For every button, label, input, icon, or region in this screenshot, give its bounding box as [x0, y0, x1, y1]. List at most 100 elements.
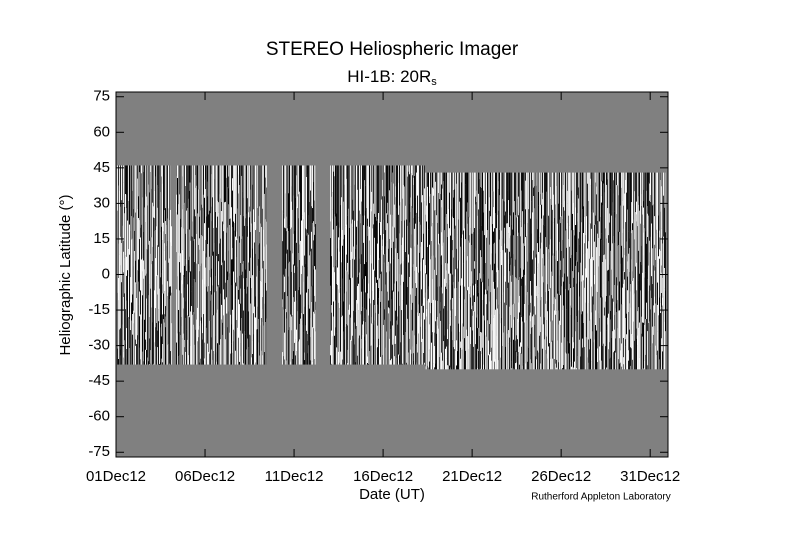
- texture-strip: [336, 165, 337, 214]
- texture-strip: [339, 251, 340, 293]
- texture-strip: [379, 258, 380, 279]
- texture-strip: [639, 273, 640, 323]
- texture-strip: [128, 165, 129, 202]
- texture-strip: [148, 165, 149, 185]
- texture-strip: [143, 165, 144, 172]
- texture-strip: [300, 294, 301, 319]
- texture-strip: [132, 334, 133, 365]
- texture-strip: [501, 230, 502, 246]
- texture-strip: [380, 301, 381, 309]
- texture-strip: [629, 303, 630, 330]
- texture-strip: [635, 172, 636, 213]
- texture-strip: [454, 349, 455, 370]
- texture-strip: [480, 331, 481, 352]
- texture-strip: [491, 314, 492, 348]
- texture-strip: [164, 322, 165, 365]
- texture-strip: [449, 228, 450, 281]
- texture-strip: [388, 261, 389, 301]
- texture-strip: [140, 314, 141, 360]
- texture-strip: [136, 298, 137, 345]
- texture-strip: [599, 318, 600, 347]
- texture-strip: [151, 237, 152, 265]
- texture-strip: [154, 218, 155, 232]
- texture-strip: [544, 225, 545, 266]
- texture-strip: [373, 203, 374, 225]
- texture-strip: [418, 217, 419, 273]
- texture-strip: [286, 318, 287, 361]
- texture-strip: [553, 194, 554, 223]
- texture-strip: [377, 165, 378, 220]
- texture-strip: [181, 165, 182, 189]
- texture-strip: [187, 339, 188, 365]
- texture-strip: [382, 196, 383, 240]
- texture-strip: [608, 313, 609, 350]
- texture-strip: [472, 283, 473, 306]
- texture-strip: [157, 347, 158, 365]
- texture-strip: [381, 199, 382, 251]
- texture-strip: [295, 339, 296, 356]
- texture-strip: [216, 361, 217, 365]
- texture-strip: [583, 232, 584, 254]
- texture-strip: [264, 165, 265, 194]
- texture-strip: [620, 334, 621, 351]
- texture-strip: [454, 172, 455, 190]
- texture-strip: [433, 255, 434, 300]
- texture-strip: [390, 321, 391, 330]
- texture-strip: [234, 282, 235, 332]
- texture-strip: [307, 353, 308, 365]
- texture-strip: [243, 165, 244, 198]
- texture-strip: [404, 344, 405, 365]
- texture-strip: [441, 172, 442, 185]
- texture-strip: [221, 304, 222, 320]
- texture-strip: [621, 366, 622, 370]
- texture-strip: [611, 295, 612, 338]
- texture-strip: [608, 235, 609, 243]
- texture-strip: [607, 172, 608, 180]
- texture-strip: [167, 296, 168, 345]
- texture-strip: [357, 286, 358, 304]
- texture-strip: [126, 194, 127, 209]
- texture-strip: [259, 271, 260, 294]
- y-tick-label: -75: [88, 443, 110, 460]
- texture-strip: [250, 335, 251, 365]
- texture-strip: [344, 293, 345, 340]
- texture-strip: [540, 194, 541, 205]
- texture-strip: [439, 199, 440, 244]
- texture-strip: [517, 172, 518, 199]
- texture-strip: [252, 165, 253, 185]
- texture-strip: [194, 239, 195, 263]
- texture-strip: [423, 305, 424, 313]
- texture-strip: [561, 250, 562, 287]
- texture-strip: [168, 262, 169, 293]
- texture-strip: [266, 221, 267, 245]
- texture-strip: [349, 227, 350, 280]
- texture-strip: [519, 312, 520, 347]
- texture-strip: [639, 322, 640, 358]
- texture-strip: [530, 280, 531, 303]
- texture-strip: [622, 200, 623, 233]
- texture-strip: [183, 165, 184, 206]
- texture-strip: [165, 306, 166, 317]
- texture-strip: [409, 222, 410, 277]
- texture-strip: [416, 212, 417, 267]
- texture-strip: [150, 363, 151, 365]
- texture-strip: [203, 314, 204, 361]
- texture-strip: [600, 182, 601, 218]
- texture-strip: [445, 216, 446, 264]
- texture-strip: [395, 248, 396, 311]
- texture-strip: [648, 215, 649, 266]
- texture-strip: [159, 241, 160, 289]
- texture-strip: [517, 210, 518, 217]
- texture-strip: [545, 350, 546, 370]
- texture-strip: [640, 223, 641, 262]
- texture-strip: [635, 212, 636, 267]
- texture-strip: [313, 221, 314, 241]
- texture-strip: [197, 307, 198, 342]
- texture-strip: [425, 214, 426, 266]
- texture-strip: [179, 255, 180, 263]
- texture-strip: [655, 248, 656, 261]
- texture-strip: [571, 255, 572, 308]
- texture-strip: [185, 233, 186, 260]
- texture-strip: [600, 331, 601, 370]
- texture-strip: [342, 315, 343, 360]
